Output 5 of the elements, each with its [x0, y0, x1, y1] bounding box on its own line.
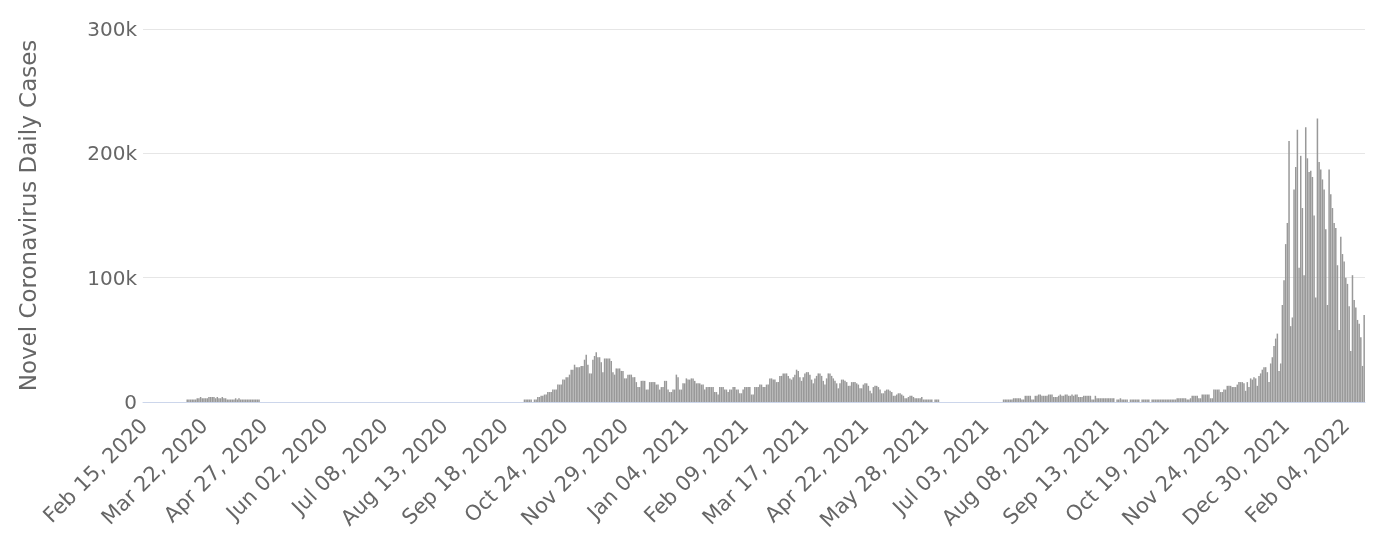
- y-tick-label: 200k: [87, 141, 138, 166]
- y-tick-label: 0: [124, 390, 137, 414]
- y-tick-label: 300k: [87, 17, 138, 41]
- y-axis-title: Novel Coronavirus Daily Cases: [14, 39, 41, 392]
- y-tick-label: 100k: [87, 265, 138, 290]
